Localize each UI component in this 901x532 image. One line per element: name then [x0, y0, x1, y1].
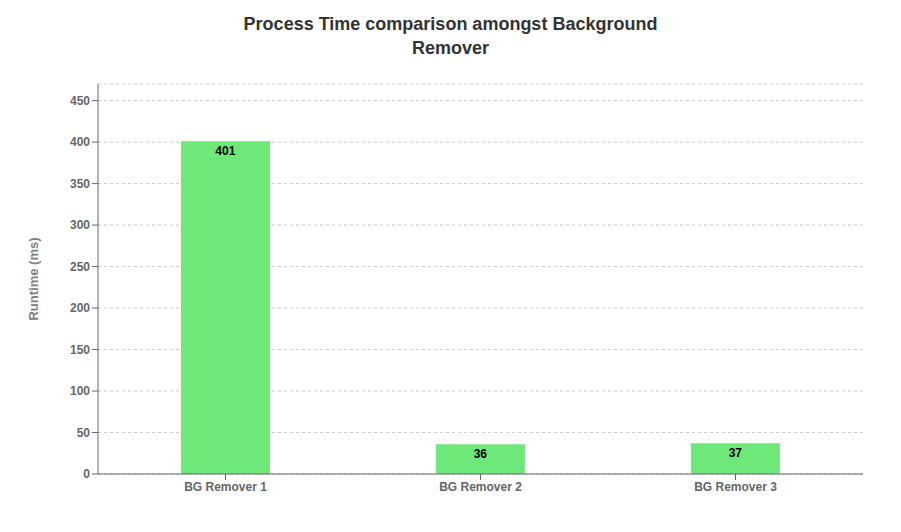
svg-text:150: 150 [70, 343, 90, 357]
svg-text:Runtime (ms): Runtime (ms) [26, 237, 41, 320]
svg-text:36: 36 [474, 447, 488, 461]
svg-text:100: 100 [70, 384, 90, 398]
svg-text:350: 350 [70, 177, 90, 191]
html-text:Remover: Remover [412, 38, 489, 58]
svg-text:37: 37 [729, 446, 743, 460]
svg-text:300: 300 [70, 218, 90, 232]
svg-text:401: 401 [215, 144, 235, 158]
svg-text:450: 450 [70, 94, 90, 108]
svg-text:BG Remover 1: BG Remover 1 [184, 480, 267, 494]
svg-text:0: 0 [83, 467, 90, 481]
svg-text:200: 200 [70, 301, 90, 315]
html-text:Process Time comparison amongs: Process Time comparison amongst Backgrou… [243, 14, 658, 34]
svg-text:400: 400 [70, 135, 90, 149]
svg-text:250: 250 [70, 260, 90, 274]
svg-text:50: 50 [77, 426, 91, 440]
svg-text:BG Remover 3: BG Remover 3 [694, 480, 777, 494]
svg-text:BG Remover 2: BG Remover 2 [439, 480, 522, 494]
